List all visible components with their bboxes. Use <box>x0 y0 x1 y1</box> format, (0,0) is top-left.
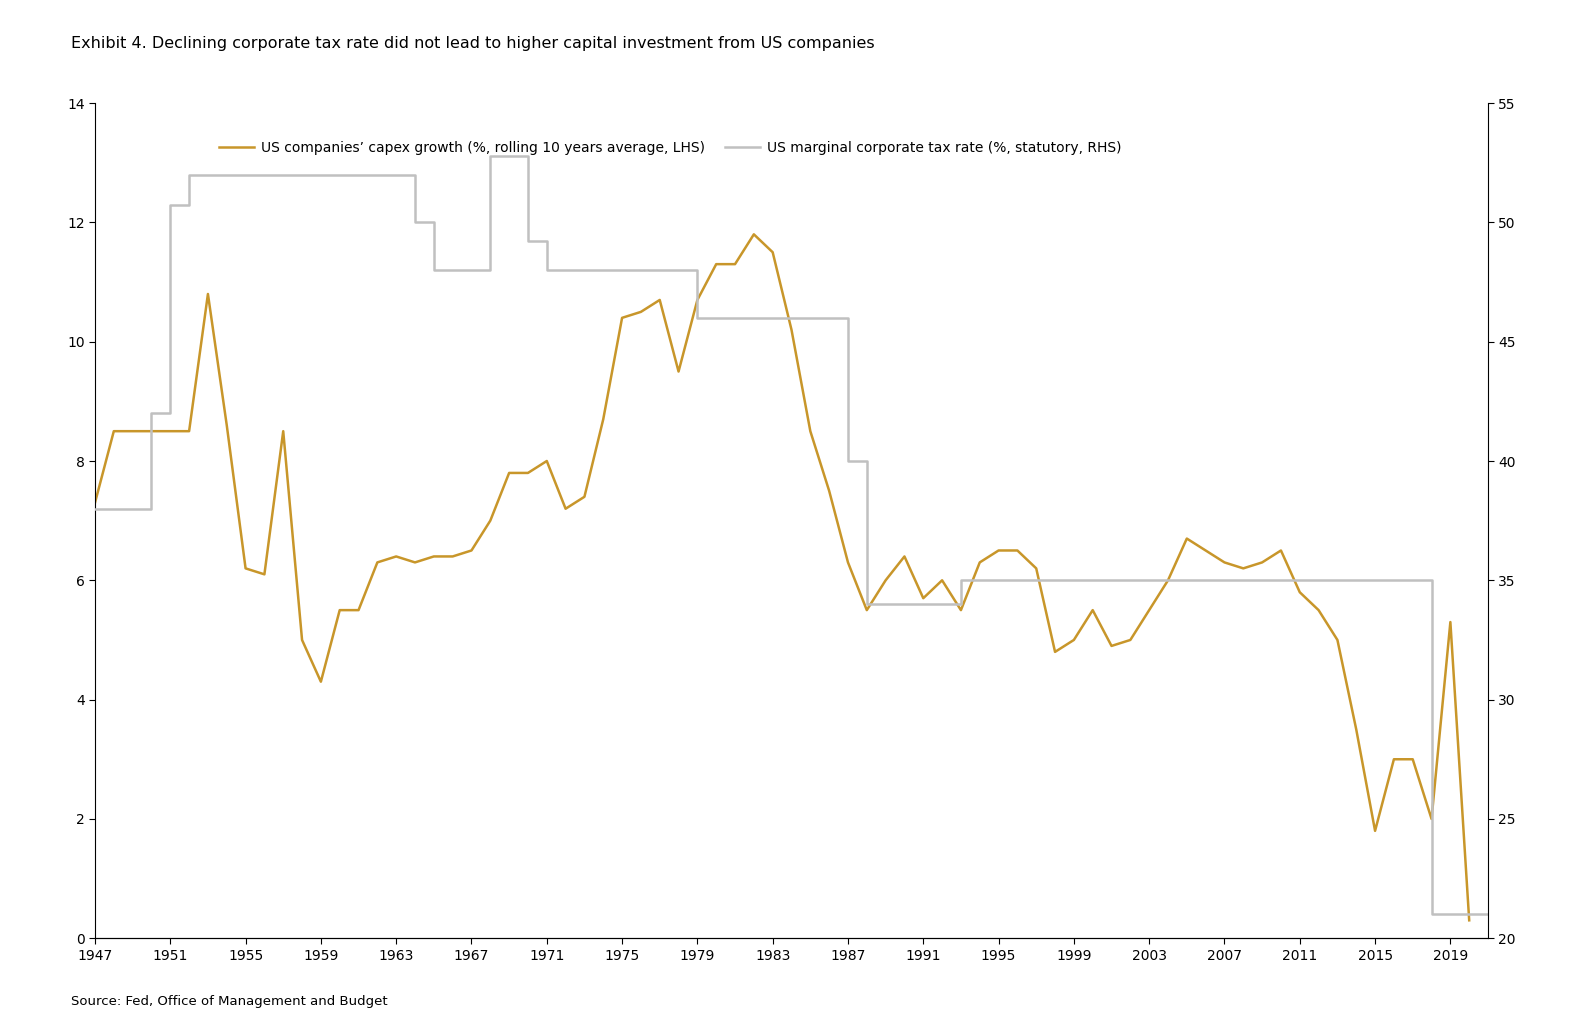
US marginal corporate tax rate (%, statutory, RHS) <box>142 407 161 420</box>
US marginal corporate tax rate (%, statutory, RHS) <box>537 264 556 276</box>
US companies’ capex growth (%, rolling 10 years average, LHS) <box>858 604 877 617</box>
US marginal corporate tax rate (%, statutory, RHS) <box>142 502 161 514</box>
Line: US companies’ capex growth (%, rolling 10 years average, LHS): US companies’ capex growth (%, rolling 1… <box>95 234 1469 921</box>
US marginal corporate tax rate (%, statutory, RHS) <box>858 598 877 610</box>
US marginal corporate tax rate (%, statutory, RHS) <box>481 264 500 276</box>
US marginal corporate tax rate (%, statutory, RHS) <box>951 574 970 587</box>
US companies’ capex growth (%, rolling 10 years average, LHS) <box>1460 914 1479 927</box>
Text: Source: Fed, Office of Management and Budget: Source: Fed, Office of Management and Bu… <box>71 995 388 1008</box>
US marginal corporate tax rate (%, statutory, RHS) <box>689 311 708 324</box>
US marginal corporate tax rate (%, statutory, RHS) <box>1422 908 1441 921</box>
US marginal corporate tax rate (%, statutory, RHS) <box>1479 908 1498 921</box>
US marginal corporate tax rate (%, statutory, RHS) <box>481 149 500 162</box>
US marginal corporate tax rate (%, statutory, RHS) <box>85 502 104 514</box>
US marginal corporate tax rate (%, statutory, RHS) <box>161 407 180 420</box>
US marginal corporate tax rate (%, statutory, RHS) <box>537 235 556 247</box>
Text: Exhibit 4. Declining corporate tax rate did not lead to higher capital investmen: Exhibit 4. Declining corporate tax rate … <box>71 36 875 52</box>
US marginal corporate tax rate (%, statutory, RHS) <box>179 198 198 210</box>
US companies’ capex growth (%, rolling 10 years average, LHS) <box>875 574 894 587</box>
US companies’ capex growth (%, rolling 10 years average, LHS) <box>367 557 386 569</box>
US marginal corporate tax rate (%, statutory, RHS) <box>519 149 538 162</box>
US marginal corporate tax rate (%, statutory, RHS) <box>858 455 877 467</box>
US marginal corporate tax rate (%, statutory, RHS) <box>839 311 858 324</box>
US marginal corporate tax rate (%, statutory, RHS) <box>161 198 180 210</box>
US marginal corporate tax rate (%, statutory, RHS) <box>424 264 443 276</box>
US marginal corporate tax rate (%, statutory, RHS) <box>519 235 538 247</box>
US marginal corporate tax rate (%, statutory, RHS) <box>689 264 708 276</box>
Legend: US companies’ capex growth (%, rolling 10 years average, LHS), US marginal corpo: US companies’ capex growth (%, rolling 1… <box>214 135 1127 160</box>
US marginal corporate tax rate (%, statutory, RHS) <box>179 168 198 180</box>
US marginal corporate tax rate (%, statutory, RHS) <box>405 217 424 229</box>
US marginal corporate tax rate (%, statutory, RHS) <box>424 217 443 229</box>
Line: US marginal corporate tax rate (%, statutory, RHS): US marginal corporate tax rate (%, statu… <box>95 156 1488 914</box>
US companies’ capex growth (%, rolling 10 years average, LHS) <box>1347 724 1366 736</box>
US companies’ capex growth (%, rolling 10 years average, LHS) <box>744 228 763 240</box>
US marginal corporate tax rate (%, statutory, RHS) <box>839 455 858 467</box>
US companies’ capex growth (%, rolling 10 years average, LHS) <box>537 455 556 467</box>
US marginal corporate tax rate (%, statutory, RHS) <box>1422 574 1441 587</box>
US marginal corporate tax rate (%, statutory, RHS) <box>405 168 424 180</box>
US marginal corporate tax rate (%, statutory, RHS) <box>951 598 970 610</box>
US companies’ capex growth (%, rolling 10 years average, LHS) <box>386 551 405 563</box>
US companies’ capex growth (%, rolling 10 years average, LHS) <box>85 497 104 509</box>
